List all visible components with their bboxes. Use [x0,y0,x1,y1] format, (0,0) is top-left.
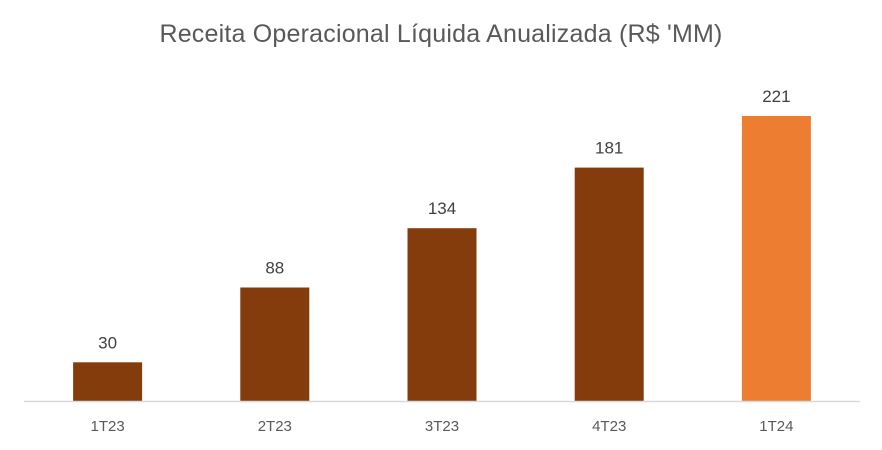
bar-1t24 [741,116,811,401]
x-tick-label-1t24: 1T24 [759,418,793,435]
x-tick-label-1t23: 1T23 [90,418,124,435]
data-labels-layer: 30 88 134 181 221 [98,87,790,352]
bar-4t23 [574,167,644,401]
data-label-2t23: 88 [265,259,284,278]
bar-2t23 [240,287,310,401]
bar-1t23 [73,362,143,401]
data-label-4t23: 181 [595,139,623,158]
x-tick-labels-layer: 1T23 2T23 3T23 4T23 1T24 [90,418,793,435]
x-tick-label-3t23: 3T23 [425,418,459,435]
bar-3t23 [407,228,477,401]
data-label-1t24: 221 [762,87,790,106]
x-tick-label-4t23: 4T23 [592,418,626,435]
bars-layer [73,116,811,401]
data-label-3t23: 134 [428,199,456,218]
chart-title: Receita Operacional Líquida Anualizada (… [159,20,723,48]
data-label-1t23: 30 [98,333,117,352]
x-tick-label-2t23: 2T23 [258,418,292,435]
